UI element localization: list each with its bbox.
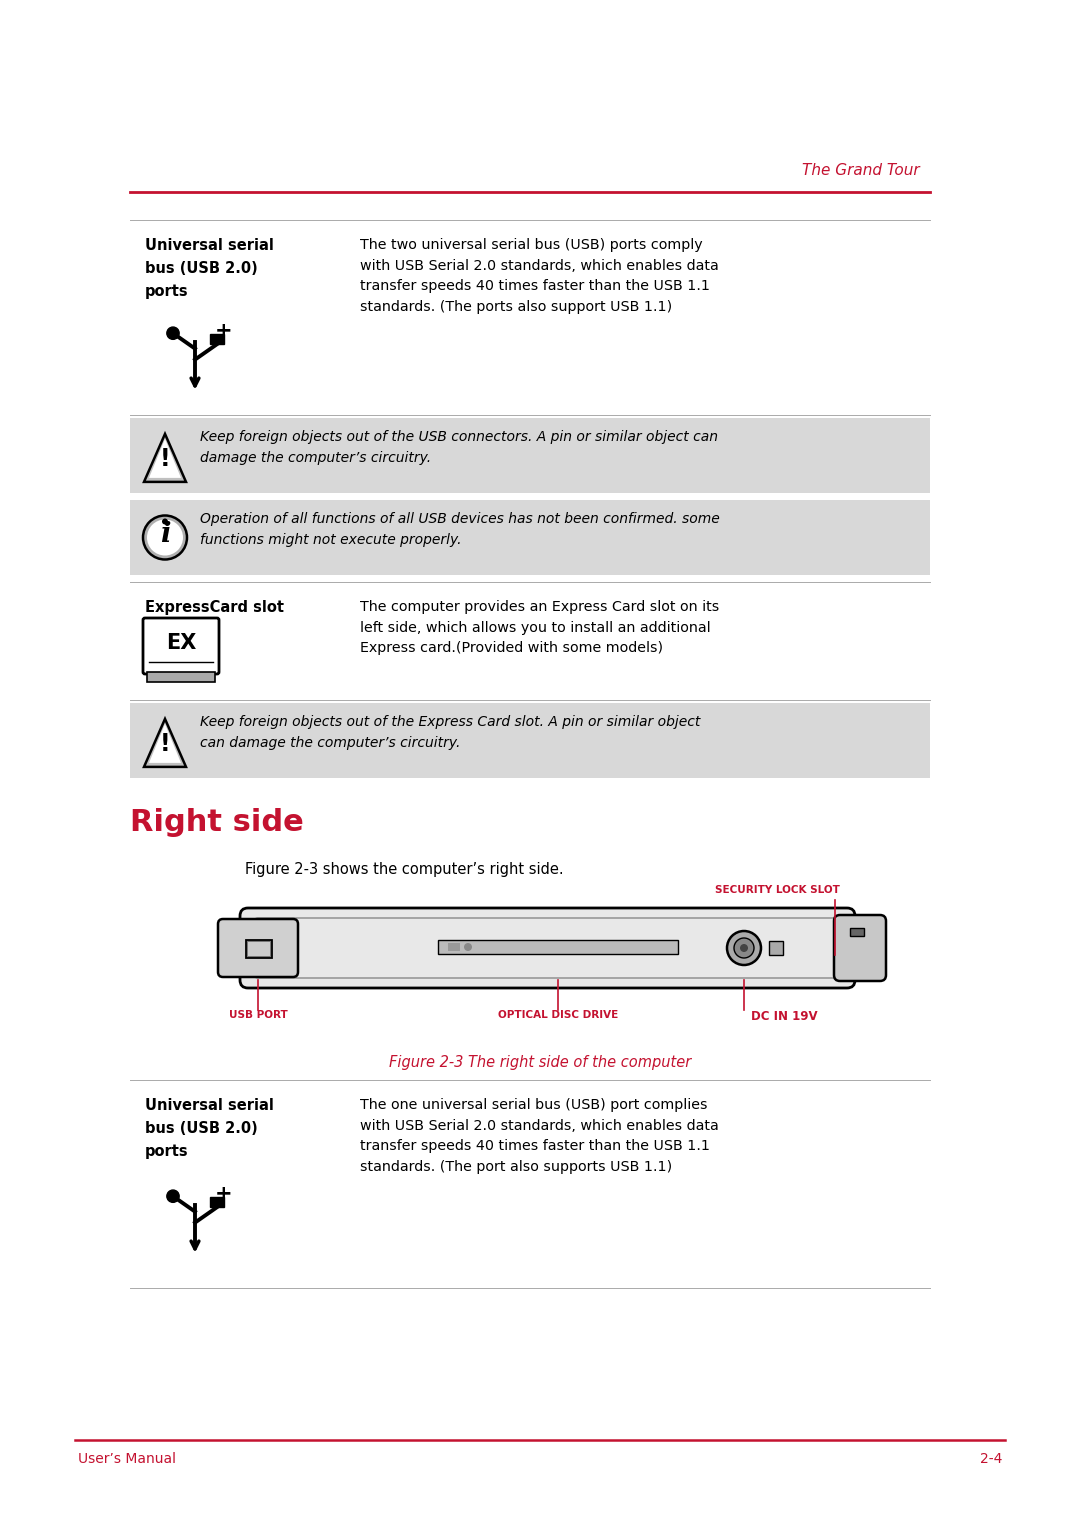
Circle shape: [464, 944, 472, 951]
Circle shape: [727, 931, 761, 965]
Circle shape: [734, 938, 754, 957]
Text: User’s Manual: User’s Manual: [78, 1452, 176, 1466]
Bar: [248, 942, 270, 956]
Text: !: !: [160, 733, 171, 756]
Text: Figure 2-3 The right side of the computer: Figure 2-3 The right side of the compute…: [389, 1055, 691, 1070]
Polygon shape: [149, 724, 181, 764]
Text: The one universal serial bus (USB) port complies
with USB Serial 2.0 standards, : The one universal serial bus (USB) port …: [360, 1098, 719, 1174]
Text: The computer provides an Express Card slot on its
left side, which allows you to: The computer provides an Express Card sl…: [360, 600, 719, 655]
Text: Keep foreign objects out of the USB connectors. A pin or similar object can
dama: Keep foreign objects out of the USB conn…: [200, 431, 718, 464]
Text: +: +: [215, 321, 232, 341]
Bar: [448, 944, 460, 951]
Text: 2-4: 2-4: [980, 1452, 1002, 1466]
Text: Universal serial
bus (USB 2.0)
ports: Universal serial bus (USB 2.0) ports: [145, 1098, 274, 1159]
Text: USB PORT: USB PORT: [229, 1009, 287, 1020]
Text: ExpressCard slot: ExpressCard slot: [145, 600, 284, 615]
Text: Figure 2-3 shows the computer’s right side.: Figure 2-3 shows the computer’s right si…: [245, 863, 564, 876]
Text: !: !: [160, 447, 171, 472]
Circle shape: [162, 519, 168, 524]
Bar: [130, 702, 930, 777]
Circle shape: [147, 519, 183, 556]
Text: OPTICAL DISC DRIVE: OPTICAL DISC DRIVE: [498, 1009, 618, 1020]
Circle shape: [166, 1190, 179, 1202]
Circle shape: [740, 944, 748, 951]
Bar: [246, 941, 272, 957]
Text: +: +: [215, 1183, 232, 1203]
Text: DC IN 19V: DC IN 19V: [751, 1009, 818, 1023]
FancyBboxPatch shape: [218, 919, 298, 977]
Text: Keep foreign objects out of the Express Card slot. A pin or similar object
can d: Keep foreign objects out of the Express …: [200, 715, 700, 750]
Text: SECURITY LOCK SLOT: SECURITY LOCK SLOT: [715, 886, 840, 895]
Bar: [211, 334, 224, 344]
Text: i: i: [160, 521, 171, 548]
Polygon shape: [149, 438, 181, 478]
Polygon shape: [144, 434, 186, 483]
Text: Operation of all functions of all USB devices has not been confirmed. some
funct: Operation of all functions of all USB de…: [200, 512, 719, 547]
Text: Right side: Right side: [130, 808, 303, 837]
Bar: [850, 928, 864, 936]
Circle shape: [166, 327, 179, 339]
Circle shape: [143, 516, 187, 559]
FancyBboxPatch shape: [240, 909, 855, 988]
Bar: [130, 499, 930, 576]
Bar: [147, 672, 215, 683]
Bar: [438, 941, 678, 954]
Polygon shape: [144, 719, 186, 767]
Text: EX: EX: [166, 632, 197, 654]
FancyBboxPatch shape: [834, 915, 886, 980]
Bar: [211, 1197, 224, 1208]
Bar: [769, 941, 783, 954]
Text: The two universal serial bus (USB) ports comply
with USB Serial 2.0 standards, w: The two universal serial bus (USB) ports…: [360, 238, 719, 315]
Text: The Grand Tour: The Grand Tour: [802, 163, 920, 179]
FancyBboxPatch shape: [143, 618, 219, 673]
Bar: [130, 418, 930, 493]
Text: Universal serial
bus (USB 2.0)
ports: Universal serial bus (USB 2.0) ports: [145, 238, 274, 299]
